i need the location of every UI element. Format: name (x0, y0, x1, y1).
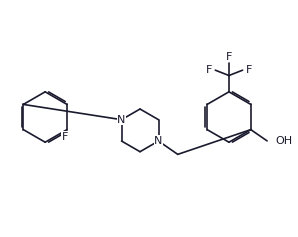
Text: N: N (117, 115, 126, 125)
Text: F: F (246, 65, 252, 75)
Text: F: F (61, 132, 68, 142)
Text: OH: OH (275, 136, 293, 146)
Text: F: F (226, 51, 232, 62)
Text: F: F (206, 65, 212, 75)
Text: N: N (154, 136, 163, 146)
